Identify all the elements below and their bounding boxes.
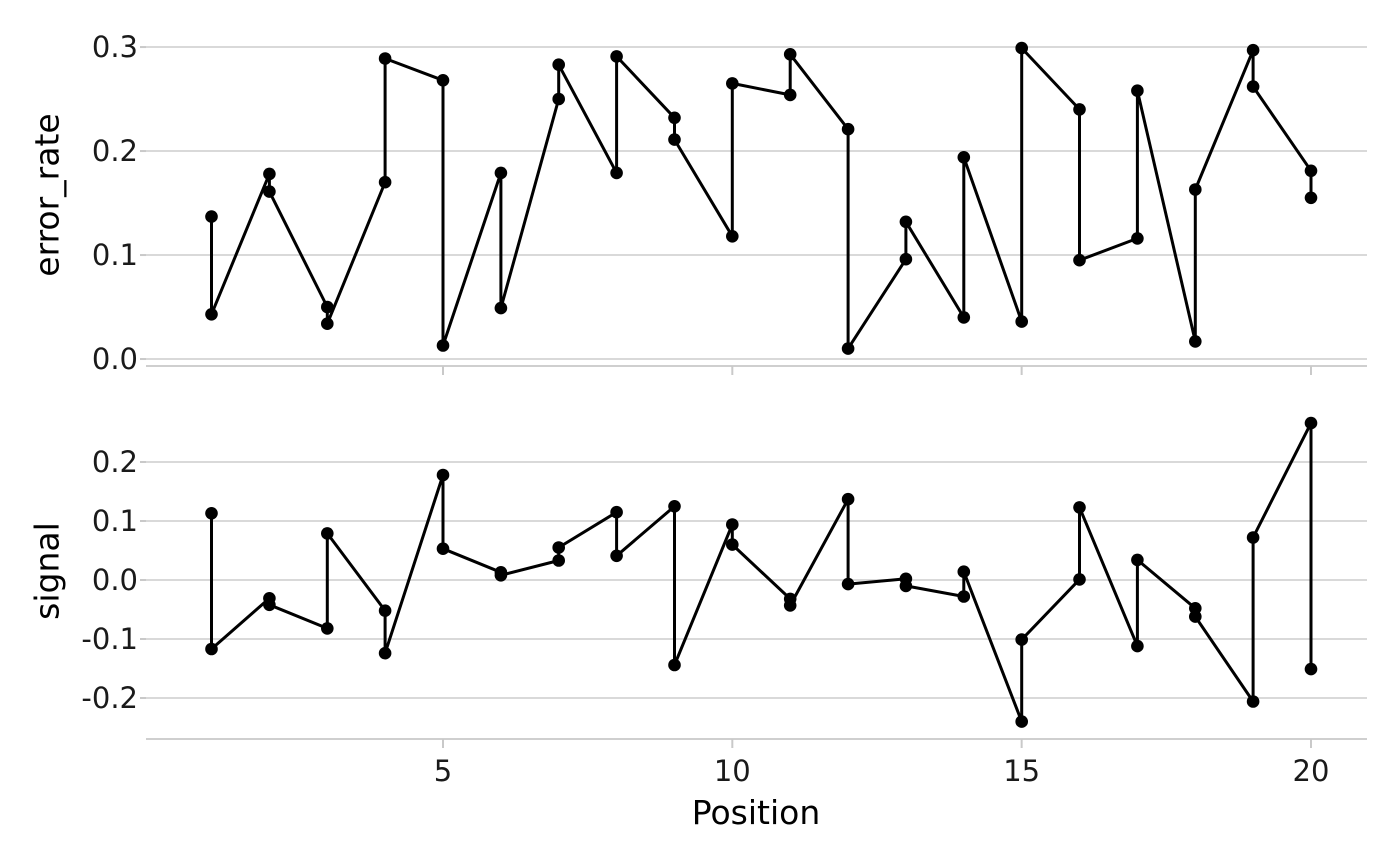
data-point [494,569,508,582]
y-tick-label: -0.2 [81,681,138,715]
data-point [1073,501,1086,514]
data-point [263,598,276,612]
data-point [1189,610,1202,623]
data-point [436,339,450,352]
data-point [552,92,565,106]
data-point [1304,191,1318,205]
y-tick-label: 0.0 [92,342,138,376]
x-tick-label: 15 [1003,754,1040,788]
data-point [957,565,971,578]
data-point [1073,103,1086,116]
data-point [1131,639,1144,653]
data-point [841,342,855,355]
data-point [1015,633,1028,646]
data-point [378,604,392,617]
data-point [1015,315,1028,328]
data-point [668,133,681,146]
y-tick-label: 0.0 [92,563,138,597]
data-point [494,166,508,180]
data-point [610,50,623,63]
data-point [321,622,334,635]
data-point [263,185,276,198]
data-point [436,74,450,87]
data-point [321,527,334,540]
x-axis-title: Position [691,793,821,832]
data-point [1246,43,1260,57]
data-point [783,599,797,612]
panel-error_rate: 0.0 0.1 0.2 0.3 [92,30,1367,376]
data-point [726,538,739,551]
y-tick-label: 0.1 [92,504,138,538]
data-point [436,542,450,555]
data-point [378,175,392,189]
data-point [1015,41,1028,55]
data-point [957,590,971,603]
data-point [899,252,913,266]
x-tick-label: 5 [434,754,452,788]
data-point [1131,232,1144,245]
data-point [841,492,855,506]
data-point [1015,715,1028,728]
data-line [210,46,1313,351]
y-tick-label: -0.1 [81,622,138,656]
data-point [726,518,739,531]
data-point [552,554,565,567]
data-point [841,122,855,136]
data-point [1246,80,1260,93]
data-point [726,77,739,90]
data-point [1073,573,1086,586]
data-point [494,301,508,315]
data-point [726,230,739,243]
y-axis-title-error-rate: error_rate [27,113,67,277]
data-point [1304,662,1318,676]
data-point [1131,84,1144,97]
data-point [321,300,334,314]
data-point [957,151,971,164]
data-point [1189,183,1202,196]
x-tick-label: 10 [714,754,751,788]
data-point [1304,416,1318,430]
data-point [378,52,392,65]
data-point [1304,164,1318,178]
data-point [205,308,218,321]
data-point [1073,253,1086,267]
y-tick-label: 0.2 [92,445,138,479]
data-point [783,88,797,102]
y-axis-title-signal: signal [27,522,67,620]
data-point [610,549,623,563]
data-point [552,541,565,554]
data-point [668,658,681,672]
data-point [783,48,797,61]
data-point [263,167,276,181]
data-point [899,579,913,593]
data-point [610,505,623,519]
panel-signal: -0.2 -0.1 0.0 0.1 0.2 5 10 15 20 [81,416,1367,788]
data-point [841,577,855,591]
y-tick-label: 0.1 [92,238,138,272]
data-point [1189,335,1202,348]
y-tick-label: 0.2 [92,134,138,168]
data-point [1246,531,1260,544]
data-point [957,311,971,324]
data-point [668,500,681,513]
data-point [321,317,334,331]
data-point [899,215,913,229]
data-point [1246,695,1260,708]
data-point [205,642,218,656]
data-point [1131,553,1144,567]
data-point [668,111,681,125]
data-line [210,421,1313,724]
x-tick-label: 20 [1293,754,1330,788]
data-point [436,468,450,482]
data-point [205,507,218,520]
data-point [610,166,623,180]
data-point [378,646,392,660]
data-point [552,58,565,71]
data-point [205,210,218,223]
y-tick-label: 0.3 [92,30,138,64]
